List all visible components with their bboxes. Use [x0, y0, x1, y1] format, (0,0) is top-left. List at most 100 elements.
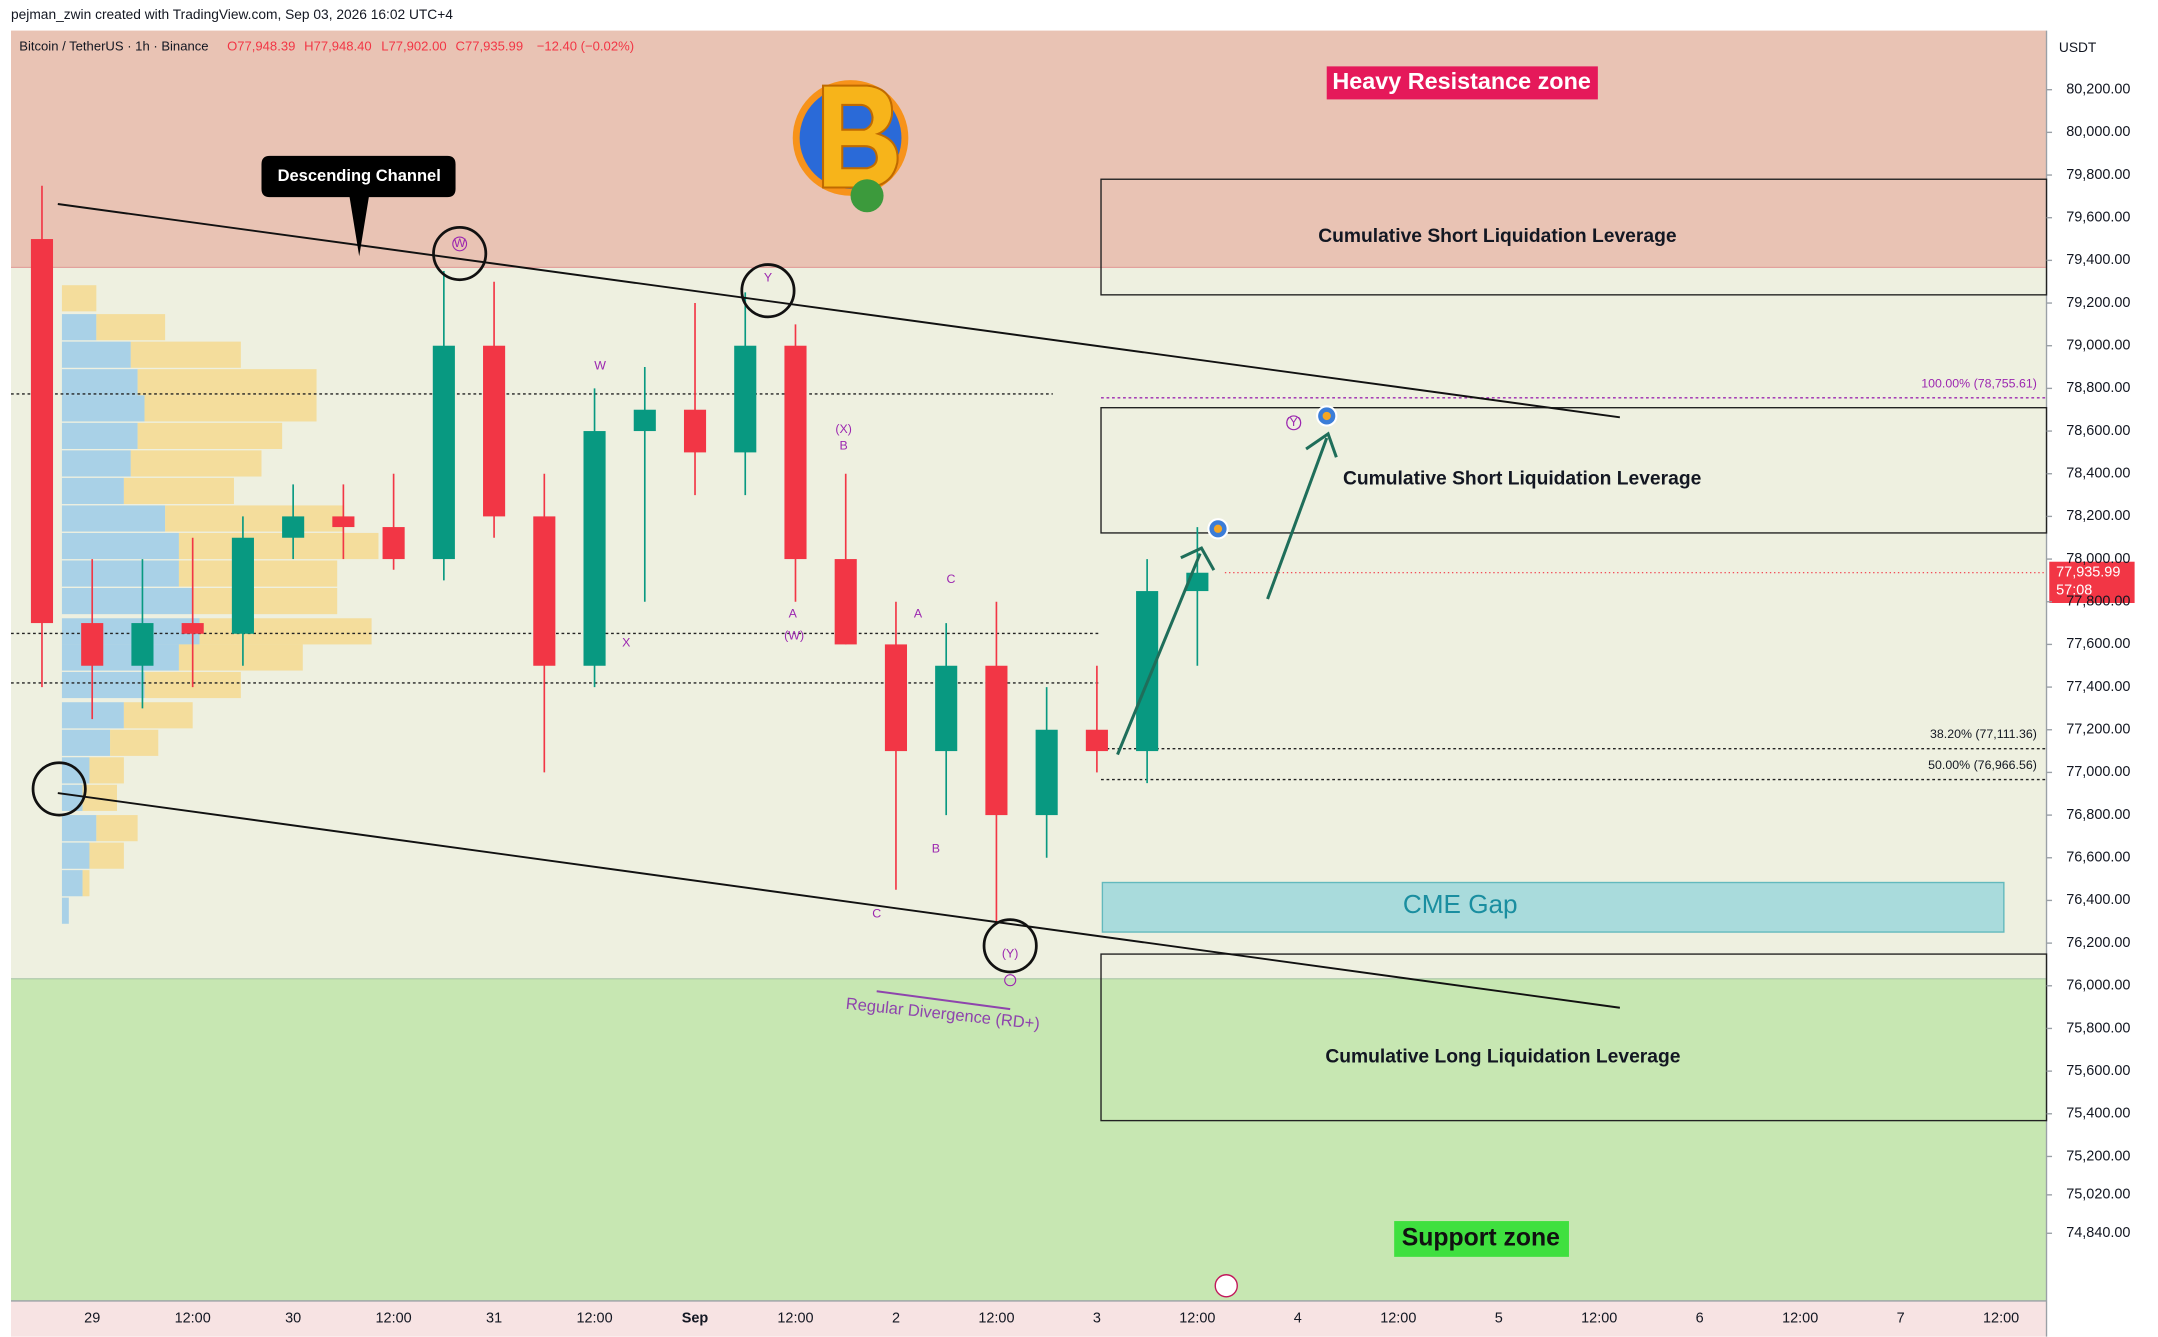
- wave-label: (W): [784, 628, 804, 642]
- volume-bar: [178, 532, 379, 560]
- volume-bar: [61, 815, 97, 842]
- arrow-head: [1180, 546, 1216, 571]
- candle-body: [181, 623, 204, 634]
- axes: 80,200.00 80,000.00 79,800.00 79,600.00 79,4…: [84, 82, 2130, 1327]
- resistance-label: Heavy Resistance zone: [1332, 68, 1591, 94]
- fib-label: 38.20% (77,111.36): [1930, 727, 2037, 741]
- pivot-circle: [432, 226, 488, 282]
- pivot-circle: [982, 918, 1038, 974]
- wave-label: (Y): [1002, 946, 1019, 960]
- x-tick-label: 12:00: [978, 1311, 1014, 1327]
- candle-body: [734, 345, 757, 453]
- x-tick-label: 12:00: [576, 1311, 612, 1327]
- y-tick-label: 76,800.00: [2066, 807, 2130, 823]
- volume-bar: [61, 341, 131, 368]
- y-tick-label: 75,800.00: [2066, 1020, 2130, 1036]
- wave-label: A: [789, 606, 798, 620]
- volume-bar: [110, 729, 159, 756]
- candle-body: [633, 409, 656, 432]
- time-axis-bg: [11, 1300, 2047, 1337]
- volume-bar: [61, 314, 97, 341]
- support-zone: [11, 978, 2047, 1301]
- volume-bar: [192, 587, 338, 615]
- wave-label: B: [932, 842, 940, 856]
- candle-body: [81, 623, 104, 666]
- cme-gap-label: CME Gap: [1403, 889, 1518, 919]
- x-tick-label: 5: [1495, 1311, 1503, 1327]
- x-tick-label: 12:00: [1380, 1311, 1416, 1327]
- y-tick-label: 78,200.00: [2066, 508, 2130, 524]
- ohlc-low: L77,902.00: [381, 39, 446, 54]
- ohlc-change: −12.40 (−0.02%): [537, 39, 634, 54]
- y-tick-label: 78,600.00: [2066, 423, 2130, 439]
- candle-body: [985, 665, 1008, 816]
- y-tick-label: 77,000.00: [2066, 764, 2130, 780]
- wave-label: W: [454, 236, 466, 250]
- y-tick-label: 77,200.00: [2066, 722, 2130, 738]
- divergence-line: [876, 990, 1011, 1011]
- zone-label: Cumulative Long Liquidation Leverage: [1325, 1046, 1680, 1067]
- y-tick-label: 75,400.00: [2066, 1106, 2130, 1122]
- volume-bar: [123, 702, 193, 729]
- short-liq-box: [1100, 407, 2048, 534]
- volume-bar: [82, 870, 90, 897]
- volume-bar: [61, 477, 124, 505]
- resistance-label-bg: [1326, 66, 1598, 100]
- wave-circle: [1286, 415, 1302, 431]
- volume-bar: [89, 842, 124, 869]
- last-price-bg: [2049, 561, 2135, 604]
- y-tick-label: 76,400.00: [2066, 892, 2130, 908]
- y-tick-label: 76,000.00: [2066, 978, 2130, 994]
- x-tick-label: 2: [892, 1311, 900, 1327]
- event-icon: [1214, 1274, 1238, 1298]
- y-tick-label: 76,600.00: [2066, 850, 2130, 866]
- wave-circle: [452, 236, 468, 252]
- volume-bar: [123, 477, 234, 505]
- volume-bar: [61, 505, 166, 532]
- candle-body: [282, 516, 305, 538]
- candle-body: [683, 409, 707, 453]
- y-tick-label: 79,800.00: [2066, 167, 2130, 183]
- logo-glyph: [821, 84, 899, 189]
- volume-bar: [96, 314, 166, 341]
- symbol: Bitcoin / TetherUS · 1h · Binance: [19, 39, 208, 54]
- volume-bar: [61, 532, 179, 560]
- x-tick-label: Sep: [682, 1311, 709, 1327]
- x-tick-label: 4: [1294, 1311, 1302, 1327]
- y-tick-label: 78,400.00: [2066, 466, 2130, 482]
- volume-bar: [137, 422, 283, 449]
- resistance-zone: [11, 30, 2047, 268]
- callout: [261, 155, 456, 257]
- wave-label: X: [622, 635, 630, 649]
- candles: [30, 185, 1209, 922]
- wave-label: B: [840, 438, 848, 452]
- candle-body: [483, 345, 506, 517]
- zone-label: Cumulative Short Liquidation Leverage: [1343, 468, 1702, 489]
- ohlc-close: C77,935.99: [456, 39, 524, 54]
- x-tick-label: 12:00: [777, 1311, 813, 1327]
- volume-bar: [61, 587, 193, 615]
- x-tick-label: 12:00: [1581, 1311, 1617, 1327]
- volume-bar: [61, 897, 69, 924]
- volume-bar: [61, 422, 138, 449]
- volume-bar: [61, 671, 145, 699]
- pivot-circle: [31, 761, 87, 817]
- candle-body: [1136, 591, 1159, 752]
- volume-bar: [61, 644, 179, 671]
- candle-body: [935, 665, 958, 752]
- y-tick-label: 78,800.00: [2066, 380, 2130, 396]
- ohlc-high: H77,948.40: [304, 39, 372, 54]
- y-tick-label: 79,200.00: [2066, 295, 2130, 311]
- countdown-label: 57:08: [2056, 582, 2092, 598]
- channel-line: [57, 203, 1621, 419]
- wave-label: (Y): [1285, 415, 1302, 429]
- fib-levels: 100.00% (78,755.61) 38.20% (77,111.36) 50.…: [1101, 376, 2047, 781]
- x-tick-label: 6: [1696, 1311, 1704, 1327]
- candle-body: [533, 516, 556, 666]
- candle-body: [332, 516, 355, 528]
- short-liq-box: [1100, 178, 2048, 296]
- x-tick-label: 7: [1897, 1311, 1905, 1327]
- y-tick-label: 74,840.00: [2066, 1225, 2130, 1241]
- y-tick-label: 77,400.00: [2066, 679, 2130, 695]
